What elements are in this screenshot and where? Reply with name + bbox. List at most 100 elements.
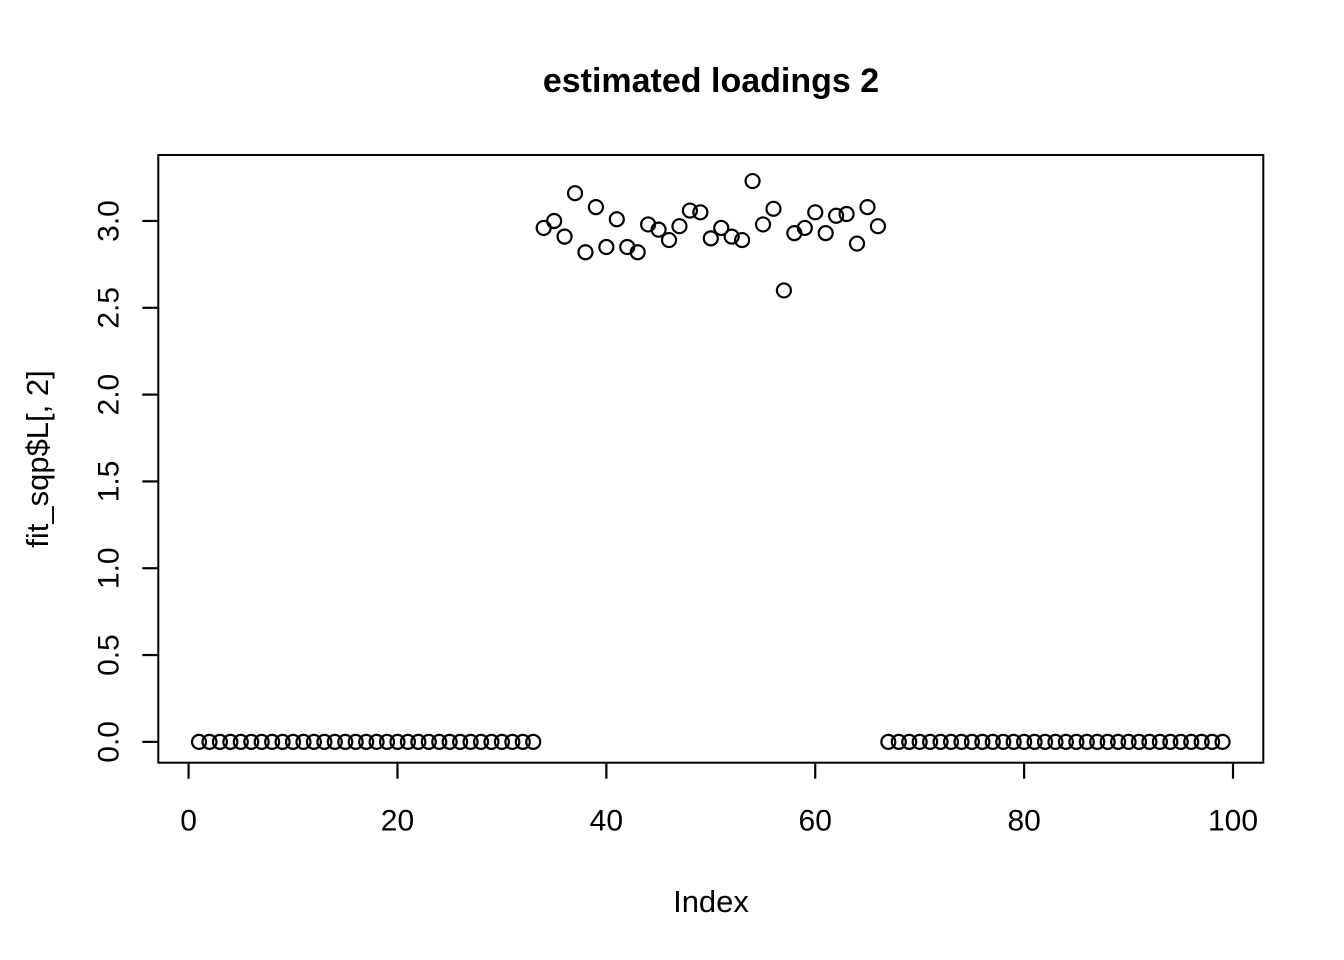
data-point (890, 733, 907, 750)
data-point (389, 733, 406, 750)
data-point (859, 198, 876, 216)
data-point (295, 733, 312, 750)
data-point (598, 238, 615, 256)
y-axis-label: fit_sqp$L[, 2] (20, 370, 55, 548)
data-point (1099, 733, 1116, 750)
data-point (201, 733, 218, 750)
x-tick-label: 100 (1208, 805, 1258, 838)
data-point (420, 733, 437, 750)
data-point (754, 216, 772, 233)
data-point (525, 733, 542, 750)
data-point (222, 733, 239, 750)
x-axis-label: Index (673, 884, 749, 919)
data-point (493, 733, 511, 750)
data-point (953, 733, 970, 750)
data-point (650, 221, 667, 238)
y-tick-label: 0.0 (92, 721, 125, 763)
data-point (347, 733, 364, 750)
y-tick-label: 0.5 (92, 634, 125, 676)
data-point (1057, 733, 1075, 750)
data-point (671, 218, 688, 235)
data-point (838, 205, 855, 223)
data-point (984, 733, 1001, 750)
data-point (556, 228, 573, 245)
data-point (1016, 733, 1033, 750)
data-point (243, 733, 260, 750)
y-tick-label: 3.0 (92, 200, 125, 242)
data-point (702, 230, 719, 247)
data-point (587, 198, 605, 216)
data-point (1214, 733, 1231, 750)
data-point (462, 733, 479, 750)
data-point (253, 733, 270, 750)
chart-title: estimated loadings 2 (542, 62, 880, 100)
data-point (378, 733, 396, 750)
data-point (1047, 733, 1064, 750)
data-point (514, 733, 531, 750)
data-point (211, 733, 229, 750)
data-point (1172, 733, 1189, 750)
data-point (190, 733, 208, 750)
data-point (1141, 733, 1158, 750)
data-point (723, 228, 740, 245)
data-point (566, 185, 584, 202)
x-tick-label: 80 (1007, 805, 1040, 838)
data-point (744, 172, 761, 190)
data-point (483, 733, 500, 750)
data-point (848, 235, 866, 252)
data-point (995, 733, 1012, 750)
data-point (681, 202, 699, 219)
data-point (734, 231, 751, 249)
data-point (901, 733, 918, 750)
data-point (713, 219, 730, 237)
data-point (922, 733, 939, 750)
data-point (1120, 733, 1137, 750)
data-point (1068, 733, 1085, 750)
x-tick-label: 40 (590, 805, 623, 838)
x-tick-label: 0 (180, 805, 197, 838)
data-point (431, 733, 448, 750)
data-point (1183, 733, 1200, 750)
data-point (963, 733, 981, 750)
data-point (284, 733, 302, 750)
data-point (974, 733, 991, 750)
data-point (880, 733, 897, 750)
data-point (817, 225, 834, 242)
plot-box (157, 154, 1265, 764)
data-point (932, 733, 949, 750)
data-point (368, 733, 385, 750)
data-point (807, 204, 824, 221)
data-point (1193, 733, 1210, 750)
data-point (1110, 733, 1127, 750)
data-point (660, 231, 678, 249)
data-point (942, 733, 960, 750)
data-point (577, 244, 594, 261)
data-point (1005, 733, 1022, 750)
data-point (274, 733, 291, 750)
data-point (765, 200, 782, 217)
data-point (828, 207, 845, 224)
data-point (337, 733, 354, 750)
data-point (608, 211, 625, 228)
data-point (441, 733, 458, 750)
data-point (316, 733, 333, 750)
y-tick-label: 1.5 (92, 461, 125, 503)
data-point (1204, 733, 1221, 750)
data-point (692, 204, 709, 221)
y-tick-label: 1.0 (92, 547, 125, 589)
data-point (546, 212, 563, 230)
data-point (796, 219, 813, 237)
data-point (472, 733, 490, 750)
data-point (1026, 733, 1043, 750)
data-point (1036, 733, 1054, 750)
data-point (305, 733, 323, 750)
y-tick-label: 2.5 (92, 287, 125, 329)
data-point (1089, 733, 1106, 750)
data-point (326, 733, 343, 750)
y-tick-label: 2.0 (92, 374, 125, 416)
data-point (410, 733, 427, 750)
x-tick-label: 60 (799, 805, 832, 838)
data-point (911, 733, 928, 750)
